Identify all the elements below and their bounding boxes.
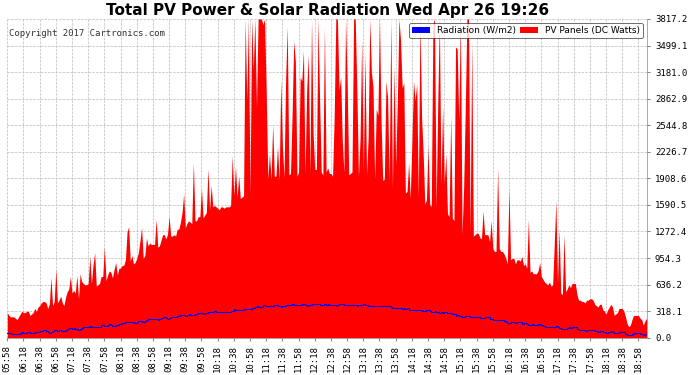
Text: Copyright 2017 Cartronics.com: Copyright 2017 Cartronics.com — [8, 28, 164, 38]
Title: Total PV Power & Solar Radiation Wed Apr 26 19:26: Total PV Power & Solar Radiation Wed Apr… — [106, 3, 549, 18]
Legend: Radiation (W/m2), PV Panels (DC Watts): Radiation (W/m2), PV Panels (DC Watts) — [409, 24, 643, 38]
